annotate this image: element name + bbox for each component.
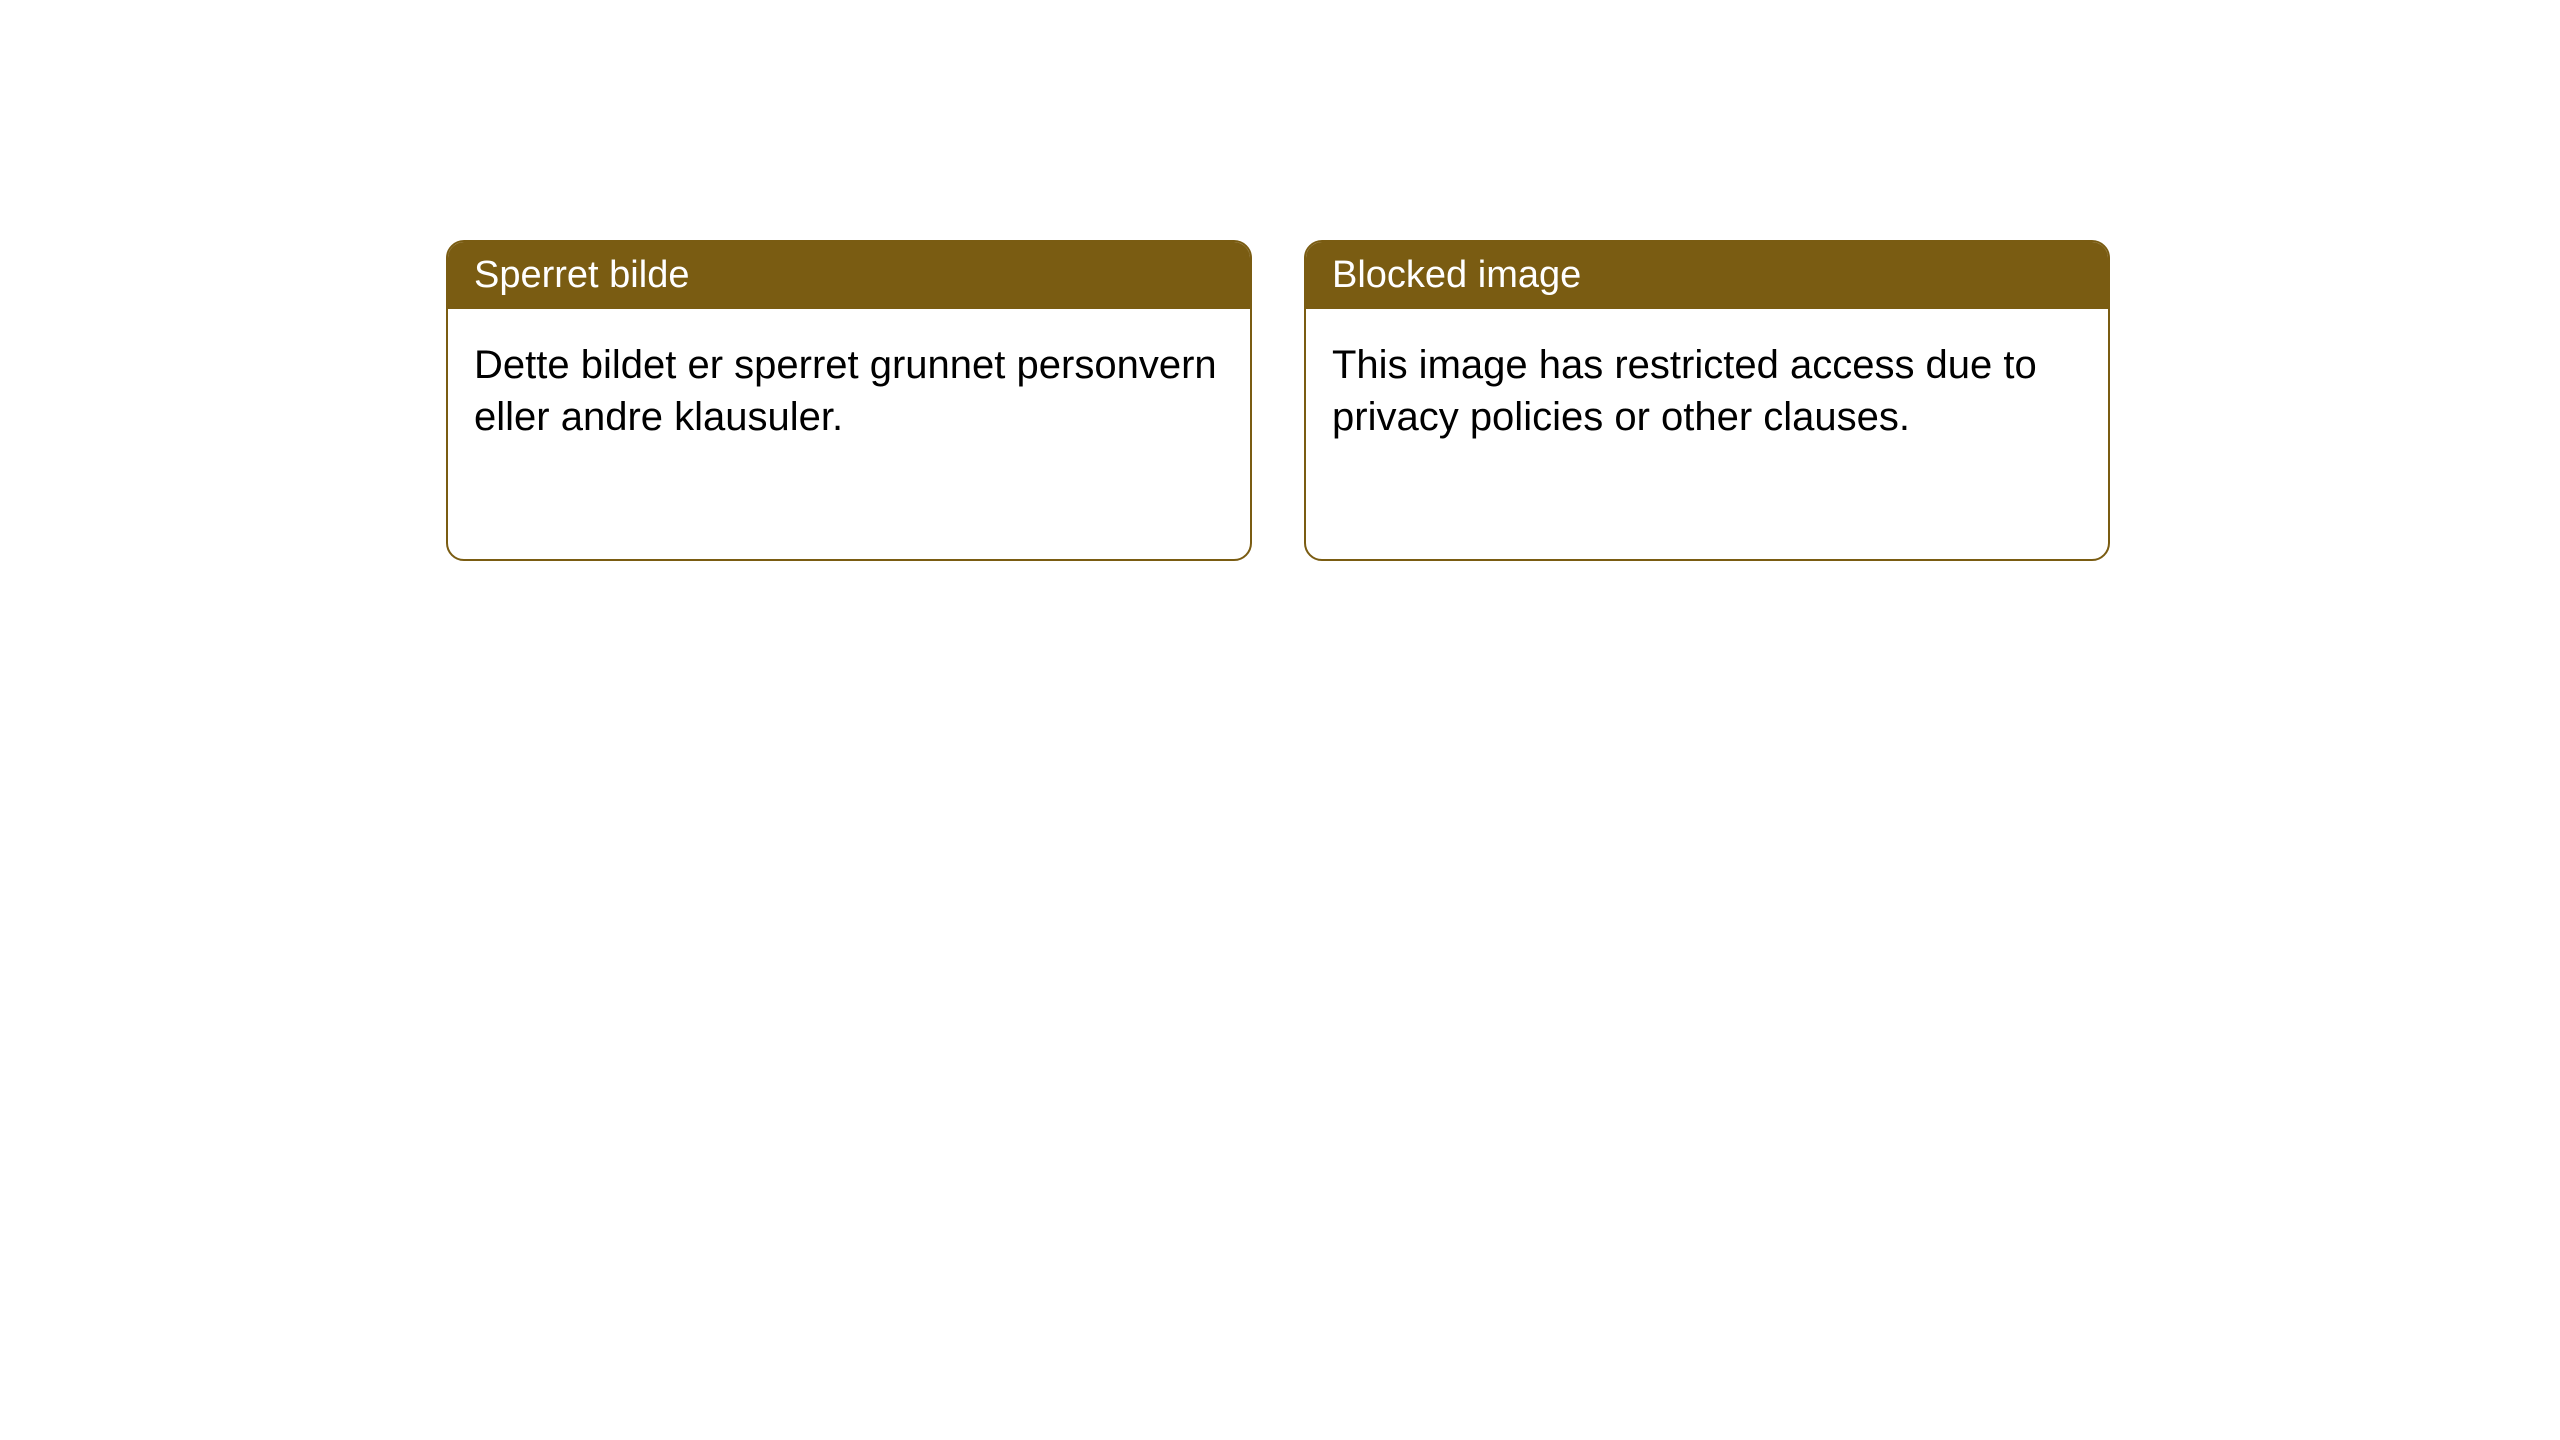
notice-title: Blocked image <box>1332 254 1581 296</box>
notice-card-norwegian: Sperret bilde Dette bildet er sperret gr… <box>446 240 1252 561</box>
notice-body-text: Dette bildet er sperret grunnet personve… <box>474 343 1217 439</box>
notice-header: Sperret bilde <box>448 242 1250 309</box>
notice-title: Sperret bilde <box>474 254 689 296</box>
notice-body-text: This image has restricted access due to … <box>1332 343 2037 439</box>
notice-header: Blocked image <box>1306 242 2108 309</box>
notice-card-english: Blocked image This image has restricted … <box>1304 240 2110 561</box>
notice-container: Sperret bilde Dette bildet er sperret gr… <box>446 240 2110 561</box>
notice-body: Dette bildet er sperret grunnet personve… <box>448 309 1250 559</box>
notice-body: This image has restricted access due to … <box>1306 309 2108 559</box>
